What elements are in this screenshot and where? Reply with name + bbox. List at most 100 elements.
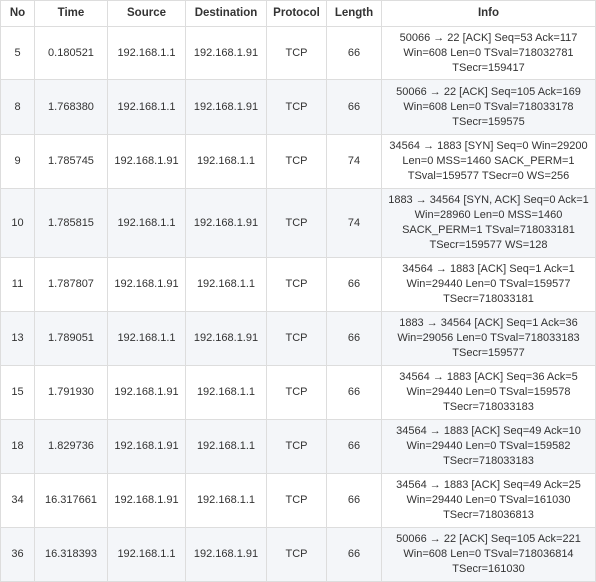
cell-length: 66 [326,26,382,80]
info-line: SACK_PERM=1 TSval=718033181 [402,224,575,236]
cell-destination: 192.168.1.1 [185,257,267,312]
cell-protocol: TCP [266,527,327,582]
cell-no: 15 [0,365,35,420]
info-line: TSecr=718036813 [443,509,534,521]
cell-no: 36 [0,527,35,582]
cell-protocol: TCP [266,473,327,528]
info-line: Win=28960 Len=0 MSS=1460 [414,209,563,221]
cell-destination: 192.168.1.1 [185,365,267,420]
cell-length: 66 [326,365,382,420]
column-header-protocol[interactable]: Protocol [266,0,327,27]
table-row[interactable]: 15 1.791930 192.168.1.91 192.168.1.1 TCP… [0,365,596,420]
cell-info: 50066 → 22 [ACK] Seq=53 Ack=117 Win=608 … [381,26,596,80]
table-row[interactable]: 11 1.787807 192.168.1.91 192.168.1.1 TCP… [0,257,596,312]
info-line: TSecr=161030 [452,563,525,575]
info-line: Len=0 MSS=1460 SACK_PERM=1 [402,155,575,167]
info-line: TSecr=718033183 [443,401,534,413]
cell-info: 1883 → 34564 [SYN, ACK] Seq=0 Ack=1 Win=… [381,188,596,258]
table-row[interactable]: 36 16.318393 192.168.1.1 192.168.1.91 TC… [0,527,596,582]
table-row[interactable]: 13 1.789051 192.168.1.1 192.168.1.91 TCP… [0,311,596,366]
table-row[interactable]: 18 1.829736 192.168.1.91 192.168.1.1 TCP… [0,419,596,474]
cell-no: 8 [0,79,35,135]
cell-length: 74 [326,134,382,189]
cell-info: 50066 → 22 [ACK] Seq=105 Ack=169 Win=608… [381,79,596,135]
cell-destination: 192.168.1.91 [185,311,267,366]
info-line: Win=608 Len=0 TSval=718036814 [403,548,574,560]
cell-length: 74 [326,188,382,258]
cell-destination: 192.168.1.1 [185,473,267,528]
cell-no: 11 [0,257,35,312]
table-row[interactable]: 34 16.317661 192.168.1.91 192.168.1.1 TC… [0,473,596,528]
cell-no: 5 [0,26,35,80]
cell-no: 13 [0,311,35,366]
column-header-destination[interactable]: Destination [185,0,267,27]
info-line: 50066 → 22 [ACK] Seq=53 Ack=117 [399,31,578,44]
cell-length: 66 [326,419,382,474]
cell-source: 192.168.1.91 [107,365,186,420]
table-row[interactable]: 8 1.768380 192.168.1.1 192.168.1.91 TCP … [0,79,596,135]
info-line: 34564 → 1883 [ACK] Seq=49 Ack=25 [396,479,581,491]
cell-protocol: TCP [266,134,327,189]
cell-source: 192.168.1.91 [107,419,186,474]
cell-length: 66 [326,311,382,366]
cell-protocol: TCP [266,26,327,80]
cell-no: 9 [0,134,35,189]
info-line: Win=608 Len=0 TSval=718033178 [403,100,574,113]
cell-length: 66 [326,473,382,528]
cell-destination: 192.168.1.91 [185,79,267,135]
cell-no: 10 [0,188,35,258]
cell-destination: 192.168.1.91 [185,188,267,258]
cell-info: 34564 → 1883 [ACK] Seq=1 Ack=1 Win=29440… [381,257,596,312]
cell-source: 192.168.1.1 [107,311,186,366]
info-line: TSecr=718033183 [443,455,534,467]
column-header-source[interactable]: Source [107,0,186,27]
table-header-row: No Time Source Destination Protocol Leng… [0,0,596,27]
cell-length: 66 [326,527,382,582]
cell-source: 192.168.1.91 [107,257,186,312]
info-line: 34564 → 1883 [ACK] Seq=1 Ack=1 [402,263,575,275]
cell-time: 16.317661 [34,473,108,528]
cell-time: 1.785745 [34,134,108,189]
cell-source: 192.168.1.91 [107,473,186,528]
cell-time: 1.785815 [34,188,108,258]
info-line: 34564 → 1883 [ACK] Seq=36 Ack=5 [399,371,578,383]
cell-time: 1.789051 [34,311,108,366]
cell-time: 1.791930 [34,365,108,420]
cell-time: 1.829736 [34,419,108,474]
cell-length: 66 [326,257,382,312]
column-header-length[interactable]: Length [326,0,382,27]
info-line: Win=608 Len=0 TSval=718032781 [403,46,574,59]
cell-destination: 192.168.1.91 [185,26,267,80]
info-line: 50066 → 22 [ACK] Seq=105 Ack=221 [396,533,581,545]
info-line: 1883 → 34564 [SYN, ACK] Seq=0 Ack=1 [388,194,589,206]
cell-destination: 192.168.1.1 [185,134,267,189]
cell-info: 50066 → 22 [ACK] Seq=105 Ack=221 Win=608… [381,527,596,582]
info-line: 50066 → 22 [ACK] Seq=105 Ack=169 [396,85,581,98]
table-row[interactable]: 5 0.180521 192.168.1.1 192.168.1.91 TCP … [0,26,596,80]
info-line: 1883 → 34564 [ACK] Seq=1 Ack=36 [399,317,578,329]
cell-info: 34564 → 1883 [ACK] Seq=36 Ack=5 Win=2944… [381,365,596,420]
info-line: TSecr=159575 [452,115,525,128]
info-line: 34564 → 1883 [ACK] Seq=49 Ack=10 [396,425,581,437]
info-line: Win=29056 Len=0 TSval=718033183 [397,332,580,344]
column-header-no[interactable]: No [0,0,35,27]
info-line: Win=29440 Len=0 TSval=159577 [406,278,571,290]
cell-no: 18 [0,419,35,474]
cell-source: 192.168.1.91 [107,134,186,189]
info-line: Win=29440 Len=0 TSval=161030 [406,494,571,506]
column-header-info[interactable]: Info [381,0,596,27]
info-line: Win=29440 Len=0 TSval=159582 [406,440,571,452]
info-line: Win=29440 Len=0 TSval=159578 [406,386,571,398]
table-row[interactable]: 9 1.785745 192.168.1.91 192.168.1.1 TCP … [0,134,596,189]
cell-protocol: TCP [266,365,327,420]
cell-length: 66 [326,79,382,135]
info-line: TSecr=159577 [452,347,525,359]
info-line: 34564 → 1883 [SYN] Seq=0 Win=29200 [389,140,588,152]
info-line: TSecr=159577 WS=128 [429,239,548,251]
cell-source: 192.168.1.1 [107,527,186,582]
table-row[interactable]: 10 1.785815 192.168.1.1 192.168.1.91 TCP… [0,188,596,258]
cell-protocol: TCP [266,311,327,366]
cell-time: 1.787807 [34,257,108,312]
column-header-time[interactable]: Time [34,0,108,27]
cell-protocol: TCP [266,79,327,135]
